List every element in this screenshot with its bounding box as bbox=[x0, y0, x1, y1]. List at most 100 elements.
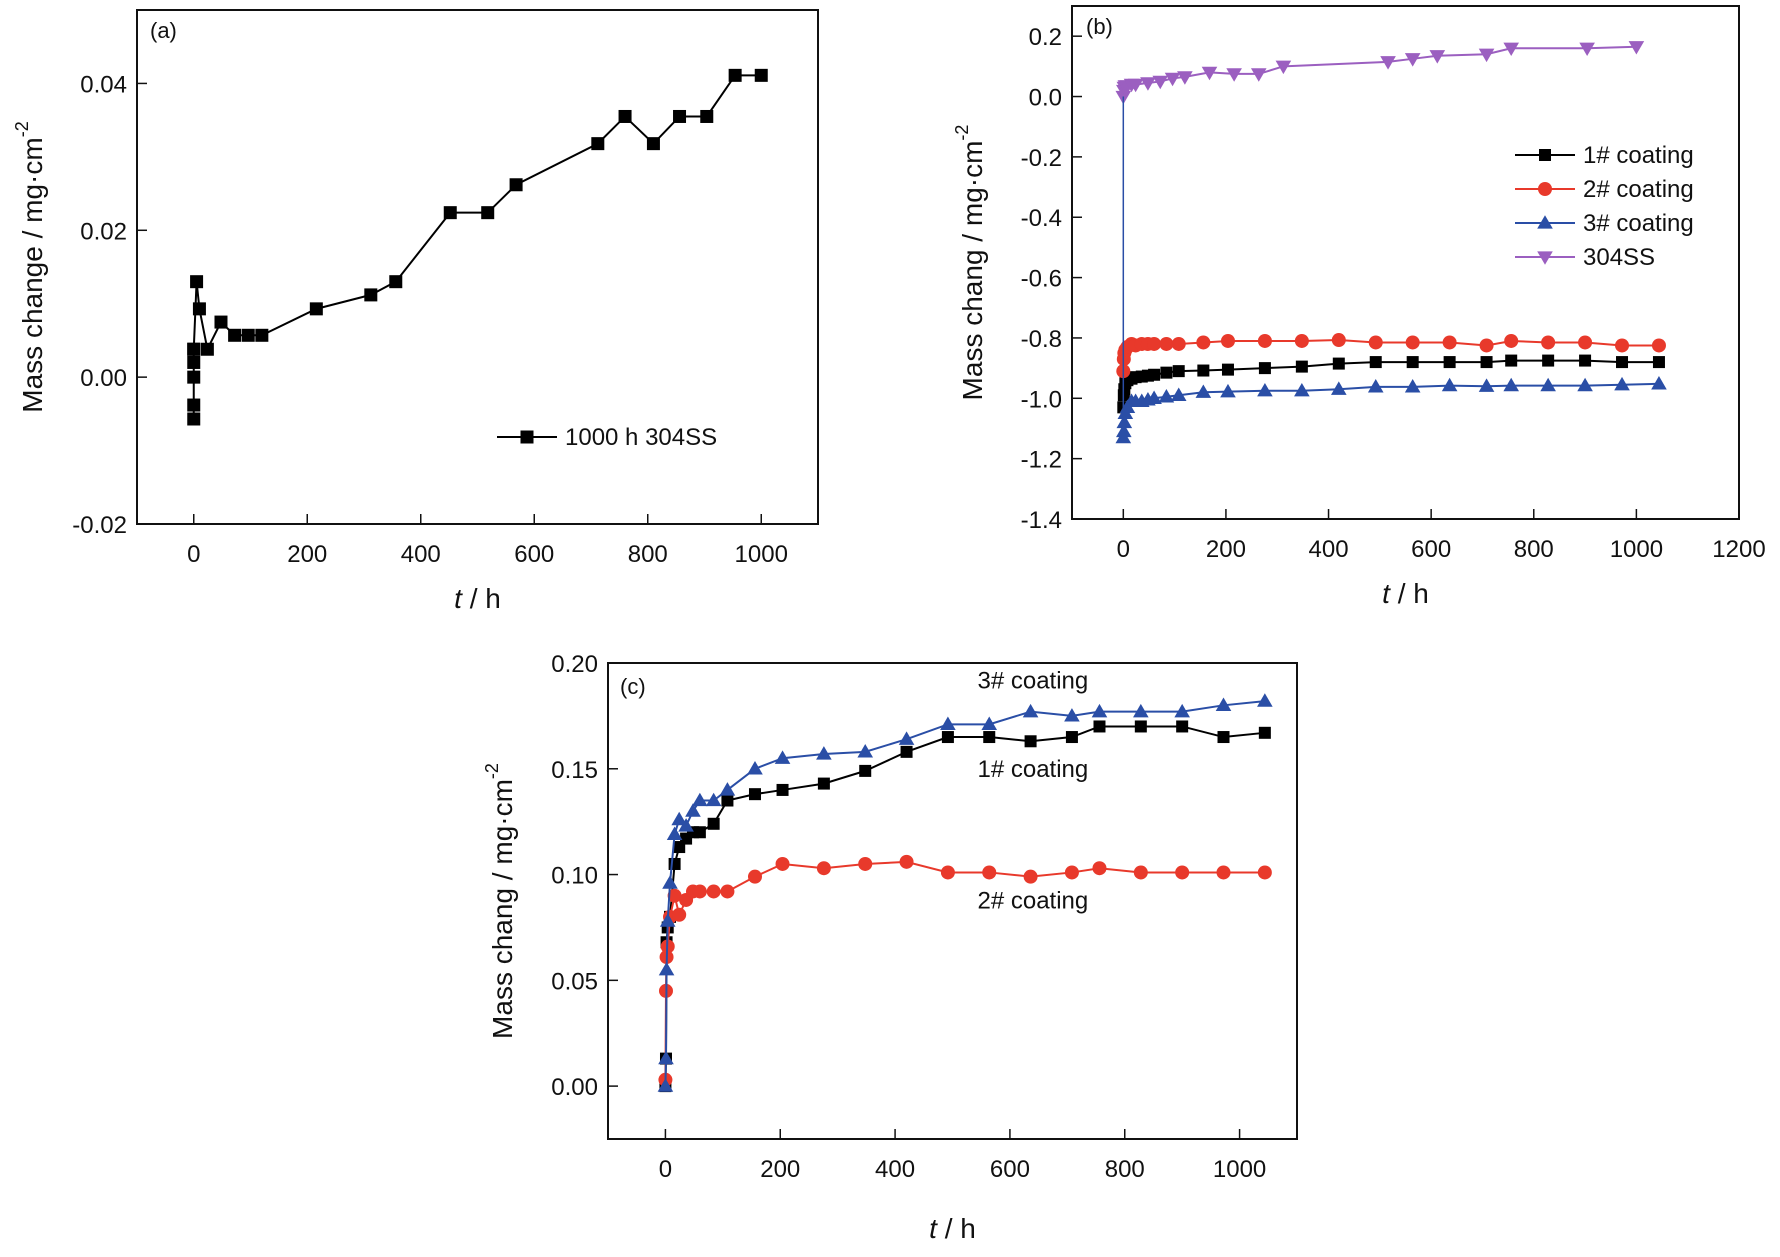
data-point bbox=[389, 275, 403, 289]
data-point bbox=[900, 745, 913, 758]
data-point bbox=[1217, 731, 1230, 744]
data-point bbox=[747, 760, 763, 775]
data-point bbox=[1579, 42, 1595, 57]
legend-item: 1000 h 304SS bbox=[497, 424, 717, 451]
data-point bbox=[187, 370, 201, 384]
x-tick-label: 800 bbox=[1514, 536, 1554, 563]
data-point bbox=[857, 744, 874, 758]
y-tick-label: 0.04 bbox=[80, 71, 127, 98]
data-point bbox=[1275, 60, 1292, 75]
data-point bbox=[982, 865, 997, 880]
y-tick-label: -0.6 bbox=[1021, 266, 1062, 293]
data-point bbox=[754, 68, 768, 82]
data-point bbox=[618, 109, 632, 123]
data-point bbox=[1201, 66, 1218, 81]
data-point bbox=[1258, 726, 1271, 739]
data-point bbox=[1615, 338, 1630, 353]
series-line bbox=[664, 700, 1265, 1087]
y-tick-label: 0.05 bbox=[551, 968, 598, 995]
series-line bbox=[664, 725, 1265, 1087]
data-point bbox=[509, 178, 523, 192]
data-point bbox=[720, 884, 735, 899]
data-point bbox=[1133, 703, 1149, 718]
x-tick-label: 400 bbox=[1309, 536, 1349, 563]
data-point bbox=[1127, 78, 1144, 93]
y-tick-label: 0.15 bbox=[551, 757, 598, 784]
y-tick-label: -1.4 bbox=[1021, 507, 1062, 534]
data-point bbox=[1368, 335, 1383, 350]
legend-label: 1# coating bbox=[1583, 142, 1694, 169]
data-point bbox=[774, 750, 791, 764]
data-point bbox=[1164, 72, 1181, 87]
data-point bbox=[1221, 363, 1234, 376]
data-point bbox=[1147, 336, 1162, 351]
data-point bbox=[1443, 356, 1456, 369]
series-2-coating bbox=[658, 854, 1272, 1087]
data-point bbox=[719, 782, 736, 796]
legend-marker bbox=[1538, 182, 1552, 196]
series-line bbox=[192, 74, 762, 419]
data-point bbox=[705, 792, 722, 807]
data-point bbox=[1116, 414, 1133, 429]
data-point bbox=[1331, 333, 1346, 348]
data-point bbox=[666, 826, 683, 841]
y-tick-label: 0.0 bbox=[1029, 85, 1062, 112]
legend-marker bbox=[1539, 149, 1551, 161]
data-point bbox=[721, 794, 734, 807]
data-point bbox=[481, 206, 495, 220]
data-point bbox=[1152, 75, 1169, 90]
data-point bbox=[816, 746, 832, 760]
data-point bbox=[662, 875, 678, 889]
data-point bbox=[858, 856, 873, 871]
x-tick-label: 0 bbox=[659, 1156, 672, 1183]
y-tick-label: -1.2 bbox=[1021, 447, 1062, 474]
data-point bbox=[190, 275, 204, 289]
annotation-label: 3# coating bbox=[978, 667, 1089, 694]
series-3-coating bbox=[657, 693, 1273, 1092]
data-point bbox=[816, 861, 831, 876]
data-point bbox=[1133, 865, 1148, 880]
data-point bbox=[1480, 356, 1493, 369]
x-axis-title-unit: / h bbox=[937, 1213, 976, 1244]
y-axis-title: Mass chang / mg·cm-2 bbox=[482, 763, 518, 1039]
data-point bbox=[657, 1078, 674, 1092]
x-tick-label: 400 bbox=[875, 1156, 915, 1183]
data-point bbox=[1024, 735, 1037, 748]
data-point bbox=[1442, 335, 1457, 350]
x-tick-label: 600 bbox=[1411, 536, 1451, 563]
plot-frame bbox=[1071, 5, 1740, 520]
data-point bbox=[1257, 865, 1272, 880]
x-tick-label: 400 bbox=[401, 541, 441, 568]
data-point bbox=[817, 777, 830, 790]
data-point bbox=[1146, 390, 1162, 404]
y-axis-title: Mass chang / mg·cm-2 bbox=[952, 125, 988, 401]
data-point bbox=[1065, 731, 1078, 744]
data-point bbox=[747, 869, 762, 884]
data-point bbox=[1257, 333, 1272, 348]
data-point bbox=[1479, 338, 1494, 353]
data-point bbox=[1215, 697, 1232, 711]
legend: 1# coating 2# coating 3# coating 304SS bbox=[1515, 142, 1694, 271]
x-tick-label: 600 bbox=[990, 1156, 1030, 1183]
data-point bbox=[241, 328, 255, 342]
data-point bbox=[1429, 50, 1446, 64]
data-point bbox=[1170, 387, 1187, 401]
legend-label: 1000 h 304SS bbox=[565, 424, 717, 451]
x-tick-label: 600 bbox=[514, 541, 554, 568]
data-point bbox=[1197, 364, 1210, 377]
y-tick-label: 0.00 bbox=[80, 365, 127, 392]
data-point bbox=[1196, 335, 1211, 350]
data-point bbox=[214, 315, 228, 329]
data-point bbox=[671, 811, 687, 826]
chart-panel-a: 0 200 400 600 800 1000 -0.02 0.00 0.02 0.04 (a) t /… bbox=[12, 9, 819, 614]
data-point bbox=[1541, 335, 1556, 350]
data-point bbox=[899, 854, 914, 869]
plot-frame bbox=[607, 662, 1298, 1140]
data-point bbox=[1478, 378, 1495, 392]
data-point bbox=[1257, 382, 1273, 397]
x-axis-title-var: t bbox=[929, 1213, 938, 1244]
data-point bbox=[1332, 357, 1345, 370]
data-point bbox=[1406, 356, 1419, 369]
data-point bbox=[859, 764, 872, 777]
data-point bbox=[941, 731, 954, 744]
